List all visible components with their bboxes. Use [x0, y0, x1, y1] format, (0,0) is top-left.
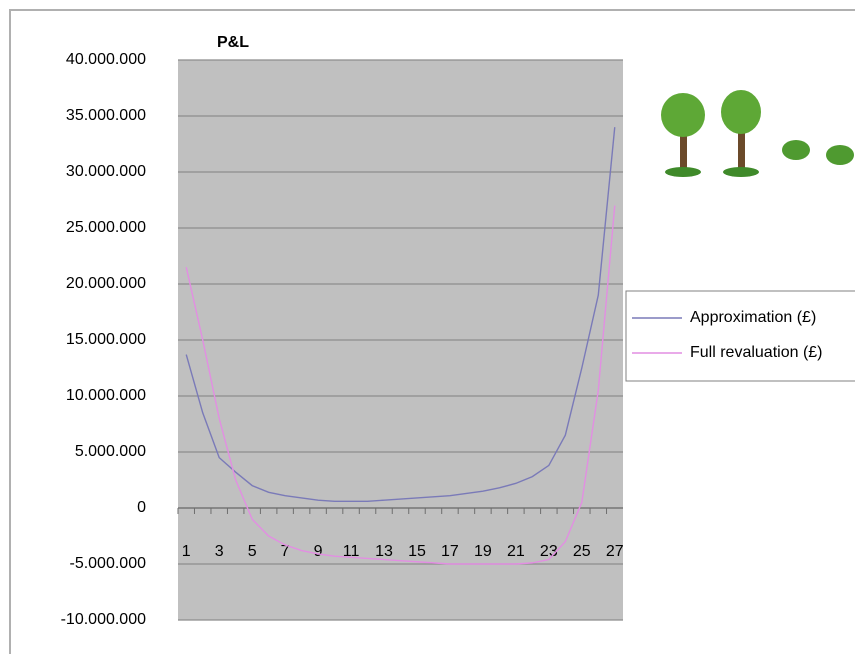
y-tick-label: 35.000.000 [66, 107, 146, 124]
x-tick-label: 17 [441, 543, 459, 560]
chart: P&L Approximation (£) Full revaluation (£… [0, 0, 855, 654]
leaf [782, 140, 810, 160]
page: P&L Approximation (£) Full revaluation (£… [0, 0, 855, 654]
grass [723, 167, 759, 177]
x-tick-label: 9 [314, 543, 323, 560]
x-tick-label: 5 [248, 543, 257, 560]
legend-label: Full revaluation (£) [690, 344, 823, 361]
trunk [738, 128, 745, 173]
legend: Approximation (£) Full revaluation (£) [626, 291, 855, 381]
x-tick-label: 13 [375, 543, 393, 560]
x-tick-label: 27 [606, 543, 624, 560]
x-tick-label: 3 [215, 543, 224, 560]
y-tick-label: 25.000.000 [66, 219, 146, 236]
y-tick-label: -10.000.000 [61, 611, 147, 628]
x-tick-label: 25 [573, 543, 591, 560]
grass [665, 167, 701, 177]
x-tick-label: 15 [408, 543, 426, 560]
foliage [661, 93, 705, 137]
y-tick-label: 0 [137, 499, 146, 516]
leaf [826, 145, 854, 165]
x-tick-label: 19 [474, 543, 492, 560]
x-tick-label: 1 [182, 543, 191, 560]
y-tick-label: 15.000.000 [66, 331, 146, 348]
legend-label: Approximation (£) [690, 309, 816, 326]
y-tick-label: 10.000.000 [66, 387, 146, 404]
y-tick-label: 40.000.000 [66, 51, 146, 68]
y-tick-label: -5.000.000 [69, 555, 146, 572]
foliage [721, 90, 761, 134]
legend-box [626, 291, 855, 381]
y-tick-label: 5.000.000 [75, 443, 146, 460]
y-tick-label: 20.000.000 [66, 275, 146, 292]
x-tick-label: 21 [507, 543, 525, 560]
chart-title: P&L [217, 34, 249, 51]
y-tick-label: 30.000.000 [66, 163, 146, 180]
